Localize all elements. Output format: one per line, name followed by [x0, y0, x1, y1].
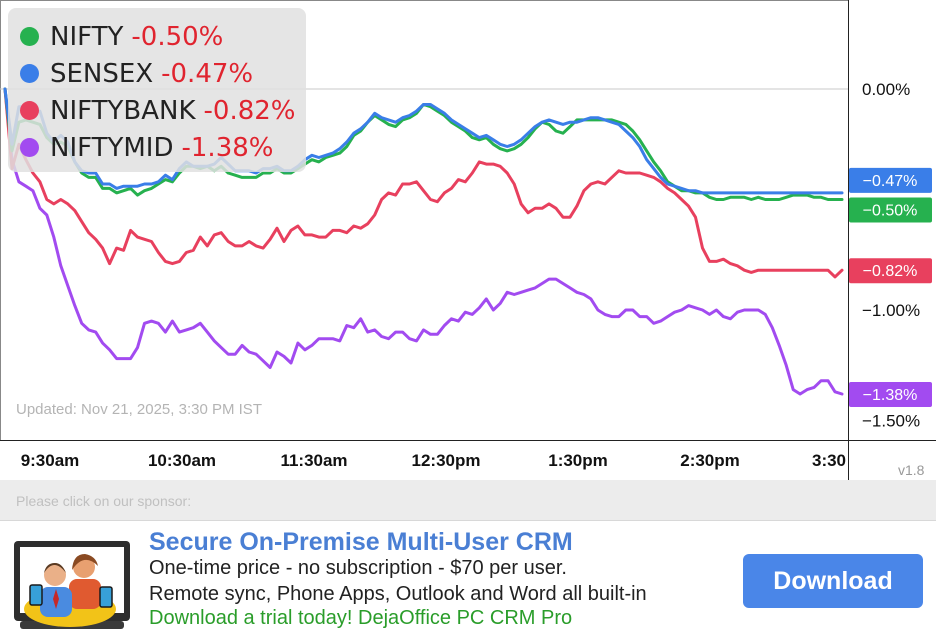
download-button[interactable]: Download: [743, 554, 923, 608]
end-badge-nifty: [849, 197, 932, 223]
legend-name: SENSEX: [50, 58, 154, 89]
sponsor-label: Please click on our sponsor:: [16, 493, 192, 509]
legend-dot-sensex: [20, 64, 39, 83]
ad-line-cta[interactable]: Download a trial today! DejaOffice PC CR…: [149, 607, 573, 629]
y-tick-label: −1.50%: [862, 412, 920, 431]
legend-change: -0.47%: [161, 58, 254, 89]
y-tick-label: −1.00%: [862, 301, 920, 320]
legend-item-niftymid: NIFTYMID -1.38%: [8, 129, 306, 166]
legend: NIFTY -0.50% SENSEX -0.47% NIFTYBANK -0.…: [8, 8, 306, 172]
legend-dot-nifty: [20, 27, 39, 46]
end-badge-niftymid: [849, 381, 932, 407]
legend-item-niftybank: NIFTYBANK -0.82%: [8, 92, 306, 129]
ad-line-price: One-time price - no subscription - $70 p…: [149, 557, 567, 579]
x-tick-label: 9:30am: [21, 451, 80, 470]
end-label-nifty: −0.50%: [863, 203, 918, 220]
legend-dot-niftybank: [20, 101, 39, 120]
legend-item-sensex: SENSEX -0.47%: [8, 55, 306, 92]
legend-change: -1.38%: [181, 132, 274, 163]
ad-title[interactable]: Secure On-Premise Multi-User CRM: [149, 528, 573, 556]
updated-timestamp: Updated: Nov 21, 2025, 3:30 PM IST: [16, 401, 262, 418]
sponsor-ad[interactable]: Secure On-Premise Multi-User CRM One-tim…: [0, 520, 936, 640]
end-label-sensex: −0.47%: [863, 173, 918, 190]
x-tick-label: 10:30am: [148, 451, 216, 470]
legend-dot-niftymid: [20, 138, 39, 157]
series-line-niftybank: [3, 87, 844, 279]
chart-area: 0.00% −1.00% −1.50% 9:30am 10:30am 11:30am 12:…: [0, 0, 936, 480]
legend-change: -0.82%: [203, 95, 296, 126]
y-tick-label: 0.00%: [862, 80, 910, 99]
x-tick-label: 1:30pm: [548, 451, 608, 470]
legend-name: NIFTYMID: [50, 132, 174, 163]
x-tick-label: 2:30pm: [680, 451, 740, 470]
version-label: v1.8: [898, 462, 925, 478]
x-tick-label: 3:30: [812, 451, 846, 470]
legend-item-nifty: NIFTY -0.50%: [8, 18, 306, 55]
end-label-niftymid: −1.38%: [863, 387, 918, 404]
legend-name: NIFTYBANK: [50, 95, 196, 126]
x-tick-label: 11:30am: [280, 451, 347, 470]
series-line-sensex: [3, 87, 844, 195]
end-badge-niftybank: [849, 258, 932, 284]
ad-line-features: Remote sync, Phone Apps, Outlook and Wor…: [149, 583, 647, 605]
end-badge-sensex: [849, 167, 932, 193]
series-line-niftymid: [3, 87, 844, 396]
legend-change: -0.50%: [131, 21, 224, 52]
crm-logo-icon: [14, 541, 130, 629]
line-chart: 0.00% −1.00% −1.50% 9:30am 10:30am 11:30am 12:…: [0, 0, 936, 480]
x-tick-label: 12:30pm: [412, 451, 481, 470]
end-label-niftybank: −0.82%: [863, 263, 918, 280]
legend-name: NIFTY: [50, 21, 124, 52]
